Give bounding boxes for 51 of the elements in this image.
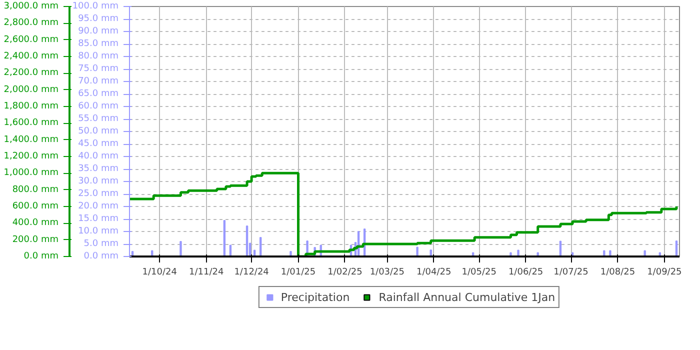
y2-tick-label: 1,400.0 mm [4, 134, 59, 145]
legend-label: Precipitation [280, 290, 350, 304]
x-tick-label: 1/09/25 [647, 268, 682, 278]
x-tick-label: 1/04/25 [416, 268, 452, 278]
y-tick-label: 100.0 mm [72, 2, 119, 12]
x-tick-label: 1/08/25 [600, 268, 636, 278]
y2-tick-label: 2,600.0 mm [4, 34, 59, 45]
y-tick-label: 70.0 mm [78, 76, 119, 86]
y-tick-label: 50.0 mm [78, 126, 119, 136]
legend-label: Rainfall Annual Cumulative 1Jan [378, 290, 556, 304]
y-tick-label: 35.0 mm [78, 164, 119, 174]
y-tick-label: 95.0 mm [78, 14, 119, 24]
y-tick-label: 90.0 mm [78, 26, 119, 36]
y2-tick-label: 200.0 mm [12, 234, 59, 245]
y-tick-label: 55.0 mm [78, 114, 119, 124]
x-tick-label: 1/05/25 [462, 268, 496, 278]
y2-tick-label: 1,000.0 mm [4, 168, 59, 178]
y-tick-label: 25.0 mm [78, 189, 119, 199]
y2-tick-label: 1,800.0 mm [4, 102, 59, 112]
y-tick-label: 15.0 mm [78, 214, 119, 224]
y2-tick-label: 2,000.0 mm [4, 84, 59, 95]
y-tick-label: 30.0 mm [78, 176, 119, 186]
y-tick-label: 75.0 mm [78, 64, 119, 74]
y2-tick-label: 2,200.0 mm [4, 68, 59, 78]
y-tick-label: 85.0 mm [78, 39, 119, 49]
x-tick-label: 1/12/24 [234, 268, 270, 278]
x-tick-label: 1/02/25 [328, 268, 362, 278]
y-tick-label: 5.0 mm [84, 239, 119, 249]
x-tick-label: 1/01/25 [280, 268, 316, 278]
y-tick-label: 20.0 mm [78, 202, 119, 212]
y2-tick-label: 600.0 mm [12, 202, 59, 212]
y-tick-label: 65.0 mm [78, 89, 119, 99]
y2-tick-label: 400.0 mm [12, 218, 59, 228]
x-tick-label: 1/10/24 [142, 268, 178, 278]
y2-tick-label: 1,600.0 mm [4, 118, 59, 128]
x-tick-label: 1/03/25 [370, 268, 405, 278]
x-tick-label: 1/11/24 [189, 268, 224, 278]
x-tick-label: 1/06/25 [508, 268, 544, 278]
y-tick-label: 10.0 mm [78, 226, 119, 236]
y2-tick-label: 3,000.0 mm [4, 2, 59, 12]
y2-tick-label: 2,800.0 mm [4, 18, 59, 28]
y-tick-label: 0.0 mm [84, 252, 119, 262]
x-tick-label: 1/07/25 [554, 268, 588, 278]
y-tick-label: 60.0 mm [78, 102, 119, 112]
y2-tick-label: 0.0 mm [24, 252, 59, 262]
y-tick-label: 80.0 mm [78, 52, 119, 62]
y-tick-label: 45.0 mm [78, 139, 119, 149]
y2-tick-label: 2,400.0 mm [4, 52, 59, 62]
y2-tick-label: 800.0 mm [12, 184, 59, 195]
y2-tick-label: 1,200.0 mm [4, 152, 59, 162]
y-tick-label: 40.0 mm [78, 152, 119, 162]
